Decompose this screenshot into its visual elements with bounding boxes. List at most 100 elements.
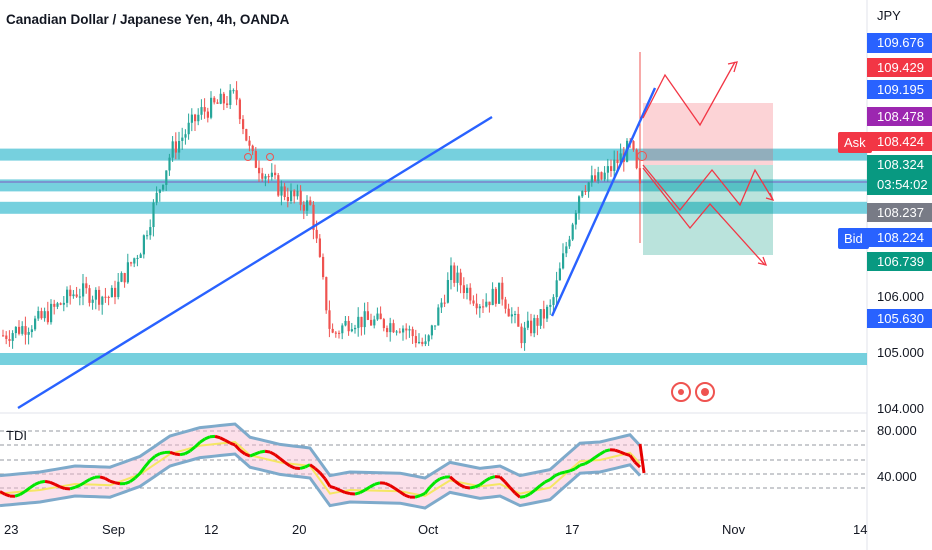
tdi-rsi-segment xyxy=(269,450,276,456)
tdi-rsi-segment xyxy=(44,479,51,484)
candle-body xyxy=(296,190,299,197)
countdown-tag: 03:54:02 xyxy=(867,175,932,195)
candle-body xyxy=(533,318,536,334)
time-axis-label: 20 xyxy=(292,522,307,537)
tdi-rsi-segment xyxy=(589,456,596,463)
tdi-rsi-segment xyxy=(204,435,211,441)
tdi-rsi-segment xyxy=(34,480,41,486)
bid-label: Bid xyxy=(838,228,869,249)
candle-body xyxy=(616,159,619,164)
candle-body xyxy=(21,326,24,334)
candle-body xyxy=(43,311,46,319)
tdi-rsi-segment xyxy=(564,469,571,474)
tdi-rsi-segment xyxy=(479,479,486,487)
candle-body xyxy=(238,99,241,120)
candle-body xyxy=(494,288,497,304)
candle-body xyxy=(50,303,53,323)
candle-body xyxy=(523,327,526,344)
time-axis-label: 14 xyxy=(853,522,868,537)
candle-body xyxy=(2,335,5,337)
candle-body xyxy=(546,306,549,319)
candle-body xyxy=(235,90,238,100)
candle-body xyxy=(606,166,609,173)
tdi-rsi-segment xyxy=(109,479,116,485)
tdi-rsi-segment xyxy=(318,471,327,480)
tdi-upper-band xyxy=(0,422,642,480)
candle-body xyxy=(155,192,158,203)
candle-body xyxy=(181,137,184,141)
tdi-rsi-segment xyxy=(614,448,621,454)
price-tag-level: 109.195 xyxy=(867,80,932,99)
candle-body xyxy=(62,302,65,305)
candle-body xyxy=(149,227,152,236)
candle-body xyxy=(146,235,149,237)
candle-body xyxy=(53,303,56,307)
candle-body xyxy=(46,311,49,323)
candle-body xyxy=(216,102,219,104)
tdi-rsi-segment xyxy=(449,475,456,483)
candle-body xyxy=(562,253,565,269)
candle-body xyxy=(446,279,449,303)
candle-body xyxy=(219,93,222,104)
tdi-rsi-segment xyxy=(459,483,466,489)
candle-body xyxy=(187,122,190,135)
candle-body xyxy=(466,287,469,294)
tdi-rsi-segment xyxy=(69,485,76,491)
tdi-level-label: 80.000 xyxy=(877,423,917,438)
candle-body xyxy=(133,258,136,264)
tdi-rsi-segment xyxy=(189,445,196,453)
event-icon-dot xyxy=(701,388,709,396)
candle-body xyxy=(498,282,501,304)
candle-body xyxy=(72,294,75,297)
tdi-rsi-segment xyxy=(179,452,186,457)
candle-body xyxy=(520,326,523,344)
candle-body xyxy=(571,224,574,240)
tdi-rsi-segment xyxy=(508,486,517,494)
candle-body xyxy=(526,320,529,328)
tdi-rsi-segment xyxy=(29,483,36,489)
candle-body xyxy=(549,304,552,307)
tdi-rsi-segment xyxy=(159,450,166,455)
candle-body xyxy=(91,299,94,303)
candle-body xyxy=(619,153,622,164)
candle-body xyxy=(392,323,395,333)
candle-body xyxy=(597,172,600,182)
price-tag-high: 109.676 xyxy=(867,33,932,53)
time-axis-label: Nov xyxy=(722,522,746,537)
tdi-rsi-segment xyxy=(233,443,242,452)
tdi-rsi-segment xyxy=(0,490,6,496)
tdi-rsi-segment xyxy=(249,452,256,458)
price-tag-purple: 108.478 xyxy=(867,107,932,126)
candle-body xyxy=(530,320,533,334)
candle-body xyxy=(568,239,571,247)
tdi-rsi-segment xyxy=(544,478,551,484)
candle-body xyxy=(283,186,286,198)
tdi-rsi-segment xyxy=(59,485,66,490)
candle-body xyxy=(402,328,405,333)
candle-body xyxy=(171,141,174,158)
tdi-rsi-segment xyxy=(549,474,556,481)
price-tag-grey: 108.237 xyxy=(867,203,932,222)
candle-body xyxy=(453,265,456,283)
time-axis-label: 17 xyxy=(565,522,580,537)
candle-body xyxy=(354,327,357,330)
candle-body xyxy=(482,306,485,308)
candle-body xyxy=(357,316,360,328)
sr-zone xyxy=(0,148,867,161)
candle-body xyxy=(504,299,507,309)
tdi-rsi-segment xyxy=(199,437,206,444)
tdi-rsi-segment xyxy=(24,486,31,493)
candle-body xyxy=(258,167,261,174)
candle-body xyxy=(421,341,424,345)
tdi-rsi-segment xyxy=(354,491,361,496)
candle-body xyxy=(5,335,8,340)
candle-body xyxy=(389,323,392,333)
tdi-rsi-segment xyxy=(594,452,601,459)
price-tag-ask: 108.424 xyxy=(867,132,932,151)
tdi-rsi-segment xyxy=(174,452,181,457)
tdi-rsi-segment xyxy=(624,452,631,457)
candle-body xyxy=(306,200,309,211)
tdi-rsi-segment xyxy=(124,480,131,486)
touch-marker xyxy=(637,151,647,161)
candle-body xyxy=(254,150,257,168)
